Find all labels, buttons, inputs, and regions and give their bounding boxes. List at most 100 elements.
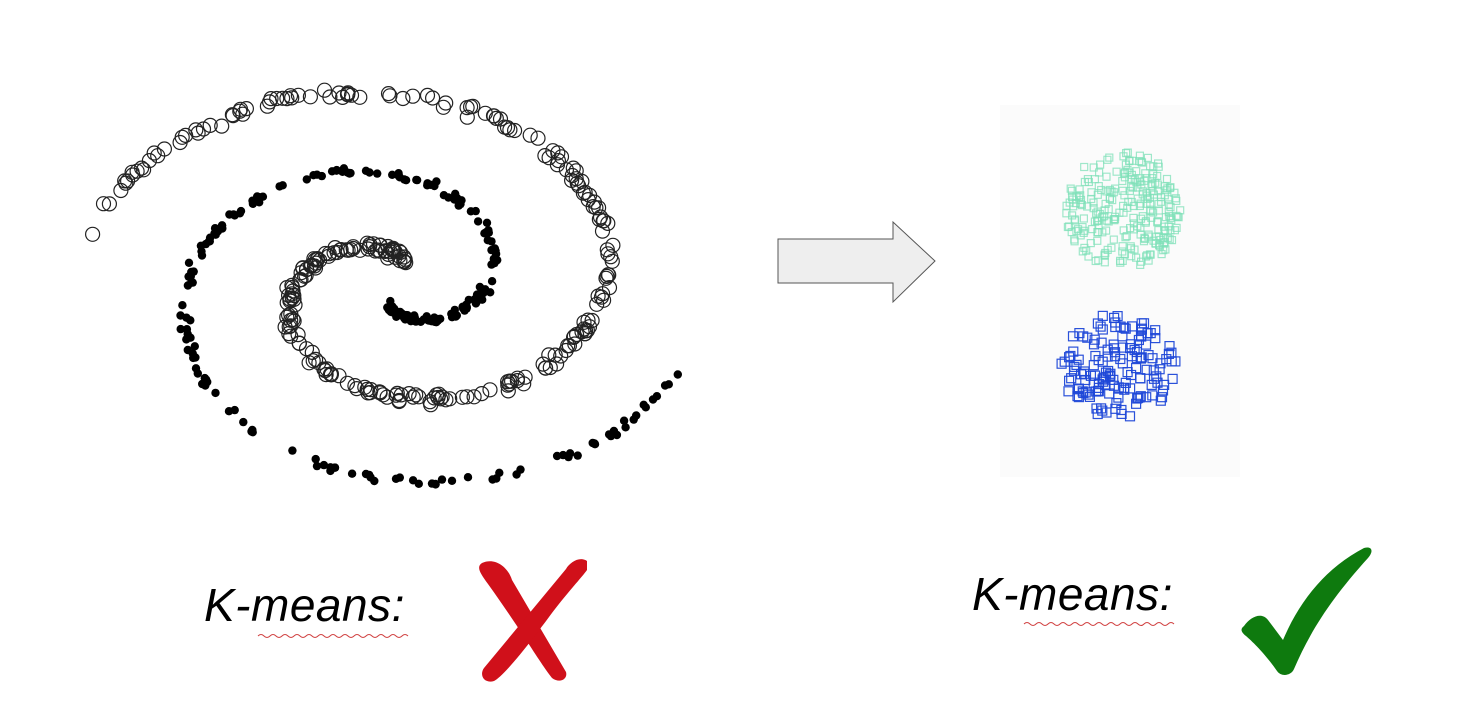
outer-spiral-point bbox=[599, 268, 615, 284]
blue-cluster-point bbox=[1066, 373, 1077, 384]
outer-spiral-point bbox=[232, 101, 249, 117]
green-cluster-point bbox=[1070, 237, 1079, 246]
blue-cluster-point bbox=[1108, 343, 1120, 354]
right-arrow-icon bbox=[777, 220, 936, 304]
outer-spiral-point bbox=[331, 85, 347, 101]
blob-cluster-plot bbox=[1056, 148, 1185, 422]
blue-cluster-point bbox=[1078, 368, 1090, 379]
blue-cluster-point bbox=[1063, 352, 1075, 363]
inner-spiral-point bbox=[463, 473, 473, 482]
outer-spiral-point bbox=[322, 366, 339, 382]
outer-spiral-point bbox=[565, 329, 582, 345]
outer-spiral-point bbox=[553, 348, 569, 364]
green-cluster-point bbox=[1125, 157, 1134, 166]
inner-spiral-point bbox=[456, 199, 465, 209]
inner-spiral-point bbox=[312, 461, 322, 471]
outer-spiral-point bbox=[393, 387, 409, 403]
inner-spiral-point bbox=[573, 451, 582, 460]
inner-spiral-point bbox=[660, 381, 670, 390]
green-cluster-point bbox=[1067, 186, 1077, 195]
blue-cluster-point bbox=[1112, 311, 1123, 322]
outer-spiral-point bbox=[188, 122, 204, 138]
blue-cluster-point bbox=[1095, 321, 1106, 332]
outer-spiral-point bbox=[352, 89, 368, 105]
inner-spiral-point bbox=[472, 297, 481, 307]
blue-cluster-point bbox=[1073, 383, 1085, 394]
outer-spiral-point bbox=[431, 386, 447, 402]
inner-spiral-point bbox=[473, 217, 483, 226]
green-cluster-point bbox=[1118, 242, 1127, 251]
outer-spiral-point bbox=[594, 223, 611, 239]
outer-spiral-point bbox=[391, 393, 407, 410]
outer-spiral-point bbox=[345, 239, 361, 255]
outer-spiral-point bbox=[224, 107, 240, 123]
outer-spiral-point bbox=[333, 242, 349, 258]
green-cluster-point bbox=[1172, 196, 1181, 205]
green-cluster-point bbox=[1153, 218, 1162, 227]
blue-cluster-point bbox=[1167, 373, 1178, 384]
outer-spiral-point bbox=[600, 267, 616, 283]
green-cluster-point bbox=[1142, 174, 1151, 183]
inner-spiral-point bbox=[399, 313, 409, 322]
outer-spiral-point bbox=[542, 359, 558, 376]
right-kmeans-label: K-means: bbox=[972, 568, 1173, 620]
outer-spiral-point bbox=[595, 292, 612, 308]
outer-spiral-point bbox=[509, 373, 526, 389]
outer-spiral-point bbox=[309, 252, 325, 268]
blue-cluster-point bbox=[1120, 323, 1131, 334]
blue-cluster-point bbox=[1135, 330, 1147, 341]
outer-spiral-point bbox=[281, 326, 297, 342]
outer-spiral-point bbox=[537, 360, 554, 376]
blue-cluster-point bbox=[1113, 392, 1124, 403]
green-cluster-point bbox=[1064, 222, 1074, 231]
blue-cluster-point bbox=[1158, 379, 1170, 390]
green-cluster-point bbox=[1125, 224, 1135, 233]
green-cluster-point bbox=[1127, 197, 1136, 207]
inner-spiral-point bbox=[302, 175, 311, 184]
blue-cluster-point bbox=[1056, 358, 1067, 369]
blue-cluster-point bbox=[1125, 339, 1137, 350]
outer-spiral-point bbox=[405, 88, 421, 104]
green-cluster-point bbox=[1172, 223, 1181, 232]
outer-spiral-point bbox=[565, 160, 581, 176]
blue-cluster-point bbox=[1157, 385, 1169, 396]
inner-spiral-point bbox=[347, 469, 357, 478]
inner-spiral-point bbox=[224, 407, 234, 416]
outer-spiral-point bbox=[522, 127, 538, 143]
outer-spiral-point bbox=[214, 118, 230, 134]
outer-spiral-point bbox=[238, 100, 254, 117]
blue-cluster-point bbox=[1135, 391, 1146, 402]
inner-spiral-point bbox=[449, 193, 458, 203]
blue-cluster-point bbox=[1135, 373, 1146, 384]
inner-spiral-point bbox=[330, 463, 340, 472]
outer-spiral-point bbox=[500, 374, 516, 390]
outer-spiral-point bbox=[259, 98, 275, 114]
green-cluster-point bbox=[1078, 223, 1087, 232]
outer-spiral-point bbox=[380, 85, 397, 102]
outer-spiral-point bbox=[454, 389, 470, 405]
outer-spiral-point bbox=[392, 244, 409, 260]
inner-spiral-point bbox=[427, 316, 436, 325]
outer-spiral-point bbox=[101, 196, 118, 212]
blue-cluster-point bbox=[1078, 331, 1089, 342]
outer-spiral-point bbox=[263, 90, 279, 107]
outer-spiral-point bbox=[190, 125, 206, 141]
blue-cluster-point bbox=[1088, 339, 1100, 350]
green-cluster-point bbox=[1164, 195, 1173, 204]
green-cluster-point bbox=[1154, 232, 1164, 241]
green-cluster-point bbox=[1120, 168, 1130, 177]
green-cluster-point bbox=[1093, 190, 1102, 199]
green-cluster-point bbox=[1118, 247, 1127, 256]
green-cluster-point bbox=[1067, 211, 1077, 220]
green-cluster-point bbox=[1154, 206, 1163, 215]
blue-cluster-point bbox=[1163, 348, 1175, 359]
blue-cluster-point bbox=[1155, 358, 1166, 369]
outer-spiral-point bbox=[459, 389, 475, 405]
inner-spiral-point bbox=[201, 381, 210, 390]
spiral-scatter-plot bbox=[84, 82, 682, 489]
blue-cluster-point bbox=[1067, 331, 1079, 342]
inner-spiral-point bbox=[365, 168, 374, 177]
inner-spiral-point bbox=[491, 246, 500, 255]
